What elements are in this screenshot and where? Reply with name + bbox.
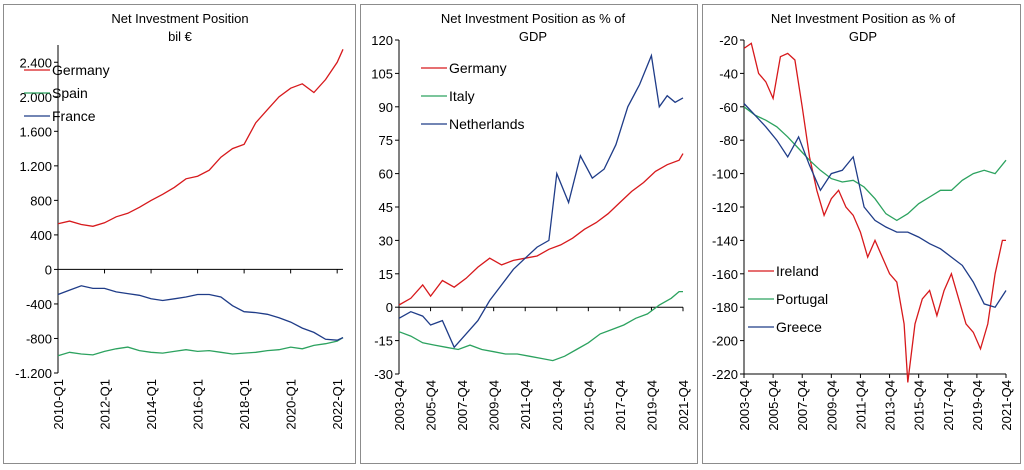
y-tick-label: -220 bbox=[712, 367, 738, 382]
x-tick-label: 2003-Q4 bbox=[737, 380, 752, 431]
chart-title: Net Investment Position as % of bbox=[771, 11, 956, 26]
series-line-ireland bbox=[743, 42, 1006, 383]
y-tick-label: 75 bbox=[379, 133, 393, 148]
legend-label-france: France bbox=[52, 108, 96, 124]
chart-1-svg: Net Investment Position bil € -1.200 -800 -4… bbox=[15, 11, 345, 430]
x-tick-label: 2021-Q4 bbox=[999, 380, 1014, 431]
series-line-germany bbox=[398, 153, 684, 306]
y-tick-label: -20 bbox=[719, 33, 738, 48]
chart-panel-germany-italy-netherlands: Net Investment Position as % of GDP -30 -15… bbox=[360, 4, 698, 464]
y-tick-label: -1.200 bbox=[15, 366, 52, 381]
legend-label-italy: Italy bbox=[449, 88, 475, 104]
x-tick-label: 2012-Q1 bbox=[98, 379, 113, 430]
y-tick-label: 800 bbox=[30, 193, 52, 208]
x-tick-label: 2005-Q4 bbox=[766, 380, 781, 431]
y-tick-label: 400 bbox=[30, 228, 52, 243]
chart-subtitle: GDP bbox=[519, 29, 547, 44]
x-tick-label: 2020-Q1 bbox=[284, 379, 299, 430]
series-line-spain bbox=[57, 337, 344, 357]
x-tick-label: 2017-Q4 bbox=[613, 380, 628, 431]
x-tick-label: 2009-Q4 bbox=[487, 380, 502, 431]
x-tick-label: 2005-Q4 bbox=[424, 380, 439, 431]
y-tick-label: -40 bbox=[719, 66, 738, 81]
y-tick-label: 2.400 bbox=[19, 55, 52, 70]
y-tick-label: 0 bbox=[45, 262, 52, 277]
y-tick-label: -140 bbox=[712, 233, 738, 248]
y-tick-label: -30 bbox=[374, 367, 393, 382]
series-line-portugal bbox=[743, 106, 1007, 222]
legend-label-germany: Germany bbox=[449, 60, 507, 76]
y-tick-label: -120 bbox=[712, 200, 738, 215]
x-tick-label: 2009-Q4 bbox=[824, 380, 839, 431]
chart-subtitle: bil € bbox=[168, 29, 193, 44]
y-tick-label: 30 bbox=[379, 233, 393, 248]
x-tick-label: 2018-Q1 bbox=[237, 379, 252, 430]
x-tick-label: 2015-Q4 bbox=[912, 380, 927, 431]
x-tick-label: 2019-Q4 bbox=[970, 380, 985, 431]
x-tick-label: 2011-Q4 bbox=[853, 380, 868, 430]
y-tick-label: 90 bbox=[379, 100, 393, 115]
x-tick-label: 2010-Q1 bbox=[51, 379, 66, 430]
chart-panel-germany-spain-france: Net Investment Position bil € -1.200 -800 -4… bbox=[3, 4, 356, 464]
x-tick-label: 2014-Q1 bbox=[144, 379, 159, 430]
x-tick-label: 2007-Q4 bbox=[795, 380, 810, 431]
y-tick-label: 1.600 bbox=[19, 124, 52, 139]
series-line-france bbox=[57, 285, 344, 341]
y-tick-label: 1.200 bbox=[19, 159, 52, 174]
series-line-italy bbox=[398, 290, 683, 362]
chart-subtitle: GDP bbox=[849, 29, 877, 44]
y-tick-label: -15 bbox=[374, 334, 393, 349]
x-tick-label: 2011-Q4 bbox=[518, 380, 533, 430]
y-tick-label: 0 bbox=[386, 300, 393, 315]
x-tick-label: 2015-Q4 bbox=[581, 380, 596, 431]
y-tick-label: 15 bbox=[379, 267, 393, 282]
x-tick-label: 2016-Q1 bbox=[191, 379, 206, 430]
legend-label-germany: Germany bbox=[52, 62, 110, 78]
legend-label-ireland: Ireland bbox=[776, 263, 819, 279]
legend-label-greece: Greece bbox=[776, 319, 822, 335]
y-tick-label: -800 bbox=[26, 331, 52, 346]
x-tick-label: 2019-Q4 bbox=[644, 380, 659, 431]
chart-2-svg: Net Investment Position as % of GDP -30 -15… bbox=[371, 11, 691, 431]
series-line-germany bbox=[57, 49, 344, 227]
chart-title: Net Investment Position as % of bbox=[441, 11, 626, 26]
y-tick-label: -60 bbox=[719, 100, 738, 115]
chart-title: Net Investment Position bbox=[111, 11, 248, 26]
y-tick-label: 60 bbox=[379, 167, 393, 182]
chart-panel-ireland-portugal-greece: Net Investment Position as % of GDP -220 -2… bbox=[702, 4, 1021, 464]
x-tick-label: 2007-Q4 bbox=[455, 380, 470, 431]
x-tick-label: 2013-Q4 bbox=[883, 380, 898, 431]
y-tick-label: -400 bbox=[26, 297, 52, 312]
y-tick-label: 45 bbox=[379, 200, 393, 215]
y-tick-label: 2.000 bbox=[19, 90, 52, 105]
legend-label-portugal: Portugal bbox=[776, 291, 828, 307]
y-tick-label: -100 bbox=[712, 167, 738, 182]
y-tick-label: -80 bbox=[719, 133, 738, 148]
y-tick-label: 105 bbox=[371, 66, 393, 81]
legend-label-spain: Spain bbox=[52, 85, 88, 101]
y-tick-label: -160 bbox=[712, 267, 738, 282]
chart-3-svg: Net Investment Position as % of GDP -220 -2… bbox=[712, 11, 1014, 431]
x-tick-label: 2013-Q4 bbox=[550, 380, 565, 431]
x-tick-label: 2003-Q4 bbox=[392, 380, 407, 431]
legend-label-netherlands: Netherlands bbox=[449, 116, 525, 132]
y-tick-label: 120 bbox=[371, 33, 393, 48]
series-line-netherlands bbox=[398, 53, 684, 349]
y-tick-label: -180 bbox=[712, 300, 738, 315]
x-tick-label: 2022-Q1 bbox=[330, 379, 345, 430]
y-tick-label: -200 bbox=[712, 334, 738, 349]
series-line-greece bbox=[743, 103, 1007, 308]
x-tick-label: 2017-Q4 bbox=[941, 380, 956, 431]
x-tick-label: 2021-Q4 bbox=[676, 380, 691, 431]
